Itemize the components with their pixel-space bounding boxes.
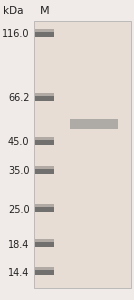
Text: 35.0: 35.0 — [8, 166, 29, 176]
Text: 45.0: 45.0 — [8, 137, 29, 148]
Bar — [35, 270, 54, 275]
Text: 116.0: 116.0 — [2, 29, 29, 39]
Bar — [34, 21, 131, 288]
Text: 25.0: 25.0 — [8, 205, 29, 214]
Bar — [35, 207, 54, 212]
Bar — [35, 267, 54, 270]
Bar — [35, 29, 54, 32]
Bar — [35, 96, 54, 101]
Bar — [35, 242, 54, 247]
Text: 18.4: 18.4 — [8, 240, 29, 250]
Bar — [35, 239, 54, 242]
Bar — [35, 166, 54, 169]
Text: M: M — [39, 5, 49, 16]
Text: kDa: kDa — [3, 5, 23, 16]
Bar — [35, 169, 54, 174]
Text: 66.2: 66.2 — [8, 93, 29, 103]
Bar — [35, 32, 54, 37]
Bar — [35, 204, 54, 207]
Text: 14.4: 14.4 — [8, 268, 29, 278]
Bar — [35, 93, 54, 96]
Bar — [35, 140, 54, 145]
Bar — [35, 137, 54, 140]
Bar — [70, 119, 118, 129]
